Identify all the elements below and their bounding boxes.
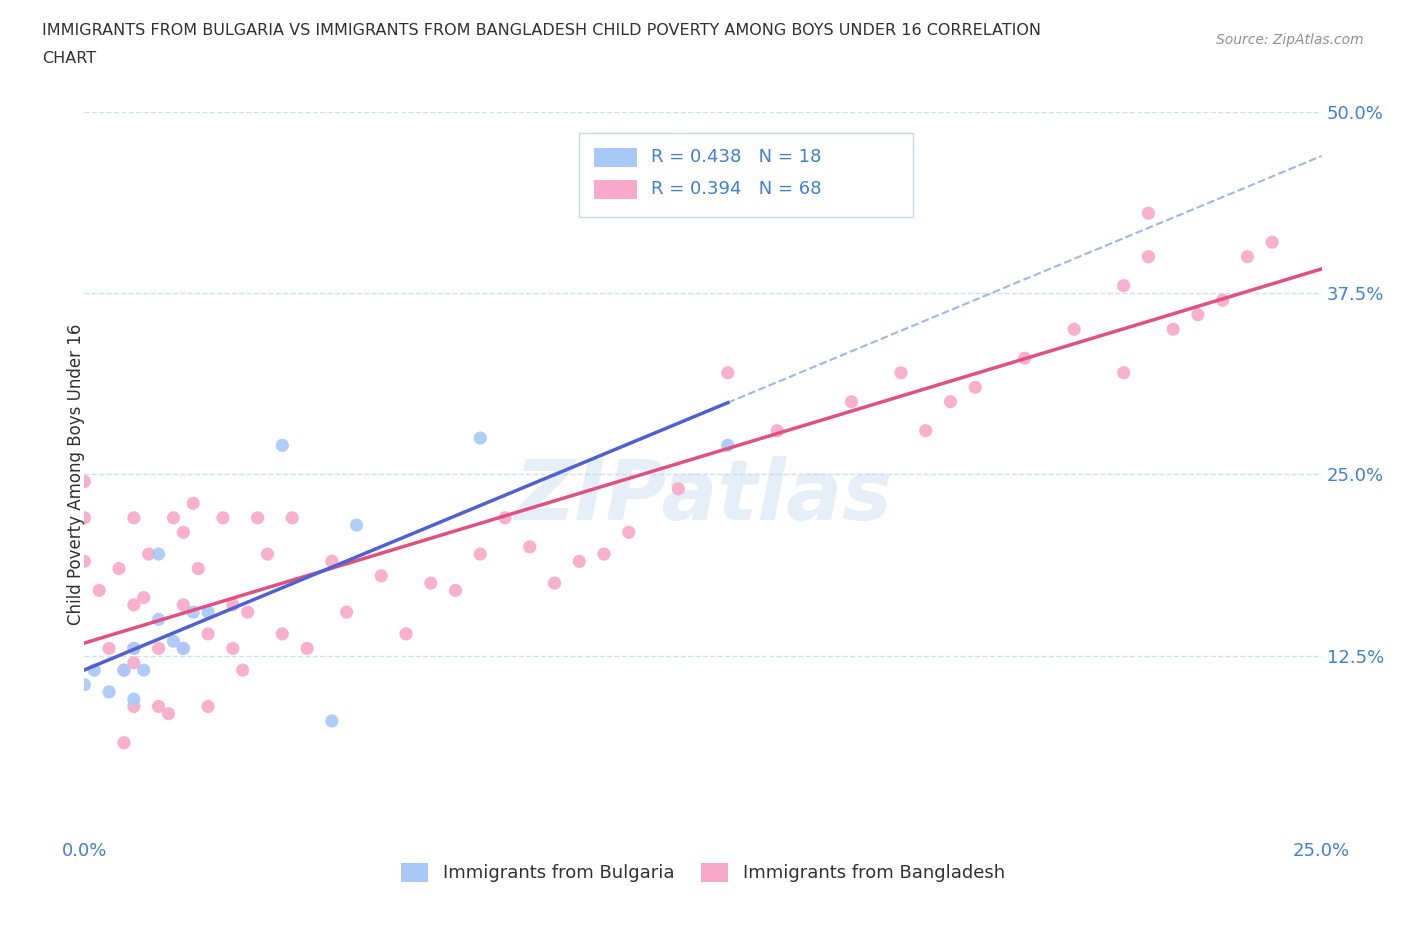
Point — [717, 365, 740, 380]
Point — [162, 511, 184, 525]
Point — [444, 583, 467, 598]
Point — [1063, 322, 1085, 337]
Point — [766, 423, 789, 438]
Text: R = 0.438   N = 18: R = 0.438 N = 18 — [651, 148, 821, 166]
Point — [568, 554, 591, 569]
Point — [212, 511, 235, 525]
Point — [1137, 206, 1160, 220]
Point — [419, 576, 441, 591]
Point — [73, 677, 96, 692]
Point — [593, 547, 616, 562]
Point — [1212, 293, 1234, 308]
Point — [914, 423, 936, 438]
Point — [122, 511, 145, 525]
Point — [617, 525, 640, 539]
Point — [494, 511, 516, 525]
Point — [157, 706, 180, 721]
Point — [281, 511, 304, 525]
Point — [122, 641, 145, 656]
Point — [470, 547, 492, 562]
Point — [1236, 249, 1258, 264]
FancyBboxPatch shape — [579, 133, 914, 217]
Point — [1161, 322, 1184, 337]
Point — [1261, 234, 1284, 249]
Point — [138, 547, 160, 562]
Text: IMMIGRANTS FROM BULGARIA VS IMMIGRANTS FROM BANGLADESH CHILD POVERTY AMONG BOYS : IMMIGRANTS FROM BULGARIA VS IMMIGRANTS F… — [42, 23, 1042, 38]
Point — [197, 627, 219, 642]
Point — [1187, 307, 1209, 322]
Point — [470, 431, 492, 445]
Point — [271, 627, 294, 642]
Point — [122, 656, 145, 671]
Point — [148, 699, 170, 714]
Point — [181, 604, 204, 619]
Point — [172, 641, 194, 656]
Point — [543, 576, 565, 591]
Point — [1112, 278, 1135, 293]
Point — [256, 547, 278, 562]
Point — [122, 597, 145, 612]
Point — [132, 663, 155, 678]
Point — [108, 561, 131, 576]
Legend: Immigrants from Bulgaria, Immigrants from Bangladesh: Immigrants from Bulgaria, Immigrants fro… — [394, 856, 1012, 890]
Text: R = 0.394   N = 68: R = 0.394 N = 68 — [651, 180, 821, 198]
Point — [122, 692, 145, 707]
Point — [965, 379, 987, 394]
Point — [841, 394, 863, 409]
Point — [181, 496, 204, 511]
Point — [321, 554, 343, 569]
Point — [73, 554, 96, 569]
Point — [122, 699, 145, 714]
Point — [666, 482, 689, 497]
Point — [73, 511, 96, 525]
Point — [370, 568, 392, 583]
Point — [98, 684, 121, 699]
Point — [187, 561, 209, 576]
Point — [172, 597, 194, 612]
Point — [1112, 365, 1135, 380]
Text: ZIPatlas: ZIPatlas — [515, 456, 891, 537]
Point — [197, 604, 219, 619]
Point — [112, 663, 135, 678]
Point — [1014, 351, 1036, 365]
Text: CHART: CHART — [42, 51, 96, 66]
Point — [112, 736, 135, 751]
FancyBboxPatch shape — [595, 179, 637, 199]
Point — [395, 627, 418, 642]
Point — [132, 591, 155, 605]
Point — [222, 641, 245, 656]
Point — [717, 438, 740, 453]
Point — [939, 394, 962, 409]
Point — [83, 663, 105, 678]
Point — [236, 604, 259, 619]
Point — [519, 539, 541, 554]
Point — [148, 641, 170, 656]
Point — [295, 641, 318, 656]
Point — [172, 641, 194, 656]
Point — [172, 525, 194, 539]
Point — [346, 518, 368, 533]
Point — [890, 365, 912, 380]
Point — [112, 663, 135, 678]
Point — [122, 641, 145, 656]
Point — [162, 633, 184, 648]
Point — [89, 583, 111, 598]
Point — [1137, 249, 1160, 264]
Point — [148, 612, 170, 627]
Point — [222, 597, 245, 612]
Point — [232, 663, 254, 678]
Point — [321, 713, 343, 728]
Point — [271, 438, 294, 453]
Y-axis label: Child Poverty Among Boys Under 16: Child Poverty Among Boys Under 16 — [67, 324, 84, 625]
Point — [246, 511, 269, 525]
Point — [73, 474, 96, 489]
FancyBboxPatch shape — [595, 148, 637, 166]
Text: Source: ZipAtlas.com: Source: ZipAtlas.com — [1216, 33, 1364, 46]
Point — [197, 699, 219, 714]
Point — [98, 641, 121, 656]
Point — [336, 604, 359, 619]
Point — [148, 547, 170, 562]
